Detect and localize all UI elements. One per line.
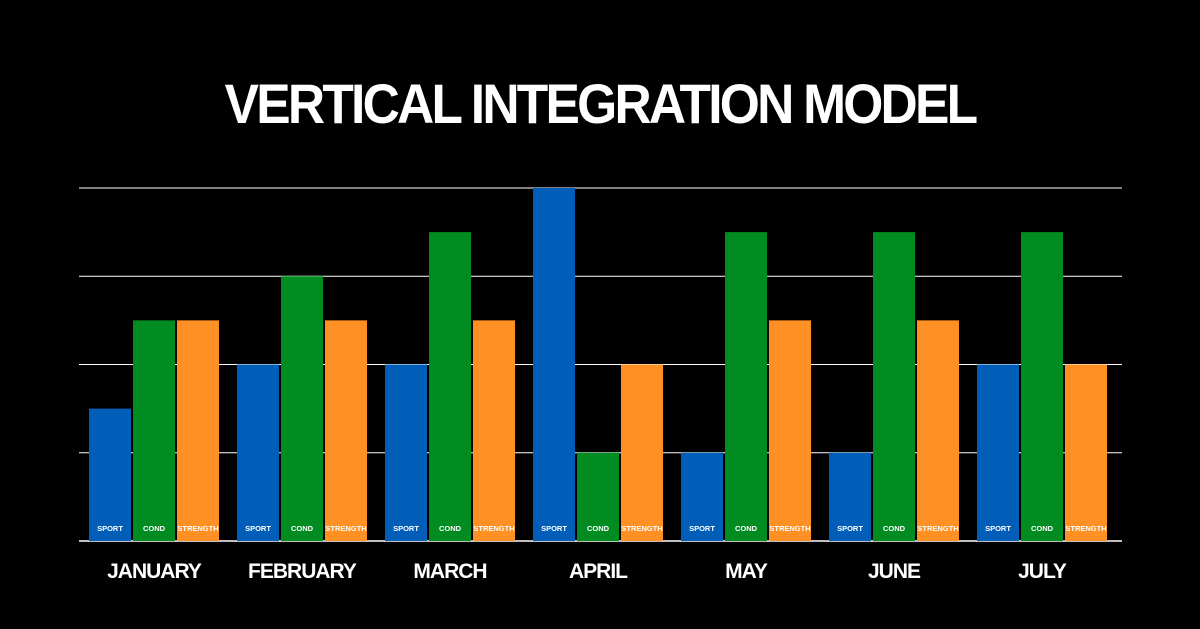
x-tick-label-march: MARCH (413, 560, 486, 583)
bar-series-label: STRENGTH (917, 524, 958, 533)
bar-series-label: SPORT (985, 524, 1011, 533)
bar-cond-may (725, 232, 767, 541)
bar-series-label: SPORT (97, 524, 123, 533)
bar-series-label: COND (587, 524, 610, 533)
bar-series-label: SPORT (689, 524, 715, 533)
x-tick-label-april: APRIL (569, 560, 628, 583)
bar-sport-april (533, 188, 575, 541)
x-tick-label-february: FEBRUARY (248, 560, 357, 583)
bar-series-label: COND (439, 524, 462, 533)
x-tick-label-june: JUNE (868, 560, 921, 583)
bar-series-label: COND (291, 524, 314, 533)
bar-series-label: STRENGTH (473, 524, 514, 533)
bar-sport-january (89, 408, 131, 541)
bar-series-label: STRENGTH (177, 524, 218, 533)
bar-series-label: COND (1031, 524, 1054, 533)
bar-sport-june (829, 452, 871, 541)
bar-cond-june (873, 232, 915, 541)
x-tick-label-may: MAY (725, 560, 768, 583)
x-tick-label-january: JANUARY (107, 560, 202, 583)
x-tick-label-july: JULY (1018, 560, 1067, 583)
bar-strength-july (1065, 364, 1107, 541)
bar-series-label: SPORT (837, 524, 863, 533)
bar-cond-march (429, 232, 471, 541)
bar-strength-april (621, 364, 663, 541)
bar-cond-february (281, 276, 323, 541)
bar-series-label: SPORT (393, 524, 419, 533)
bar-sport-may (681, 452, 723, 541)
bar-series-label: STRENGTH (621, 524, 662, 533)
bar-series-label: STRENGTH (769, 524, 810, 533)
bars: SPORT COND STRENGTH SPORT COND STRENGTH SPORT C… (89, 188, 1107, 541)
bar-series-label: COND (735, 524, 758, 533)
bar-series-label: SPORT (245, 524, 271, 533)
bar-series-label: STRENGTH (1065, 524, 1106, 533)
bar-series-label: STRENGTH (325, 524, 366, 533)
bar-strength-january (177, 320, 219, 541)
bar-strength-june (917, 320, 959, 541)
bar-strength-february (325, 320, 367, 541)
x-axis-labels: JANUARY FEBRUARY MARCH APRIL MAY JUNE JULY (107, 560, 1068, 583)
bar-sport-february (237, 364, 279, 541)
bar-series-label: COND (143, 524, 166, 533)
bar-sport-july (977, 364, 1019, 541)
bar-strength-may (769, 320, 811, 541)
bar-series-label: SPORT (541, 524, 567, 533)
bar-sport-march (385, 364, 427, 541)
bar-series-label: COND (883, 524, 906, 533)
bar-cond-april (577, 452, 619, 541)
bar-strength-march (473, 320, 515, 541)
bar-cond-january (133, 320, 175, 541)
chart-title: VERTICAL INTEGRATION MODEL (224, 72, 978, 135)
bar-cond-july (1021, 232, 1063, 541)
